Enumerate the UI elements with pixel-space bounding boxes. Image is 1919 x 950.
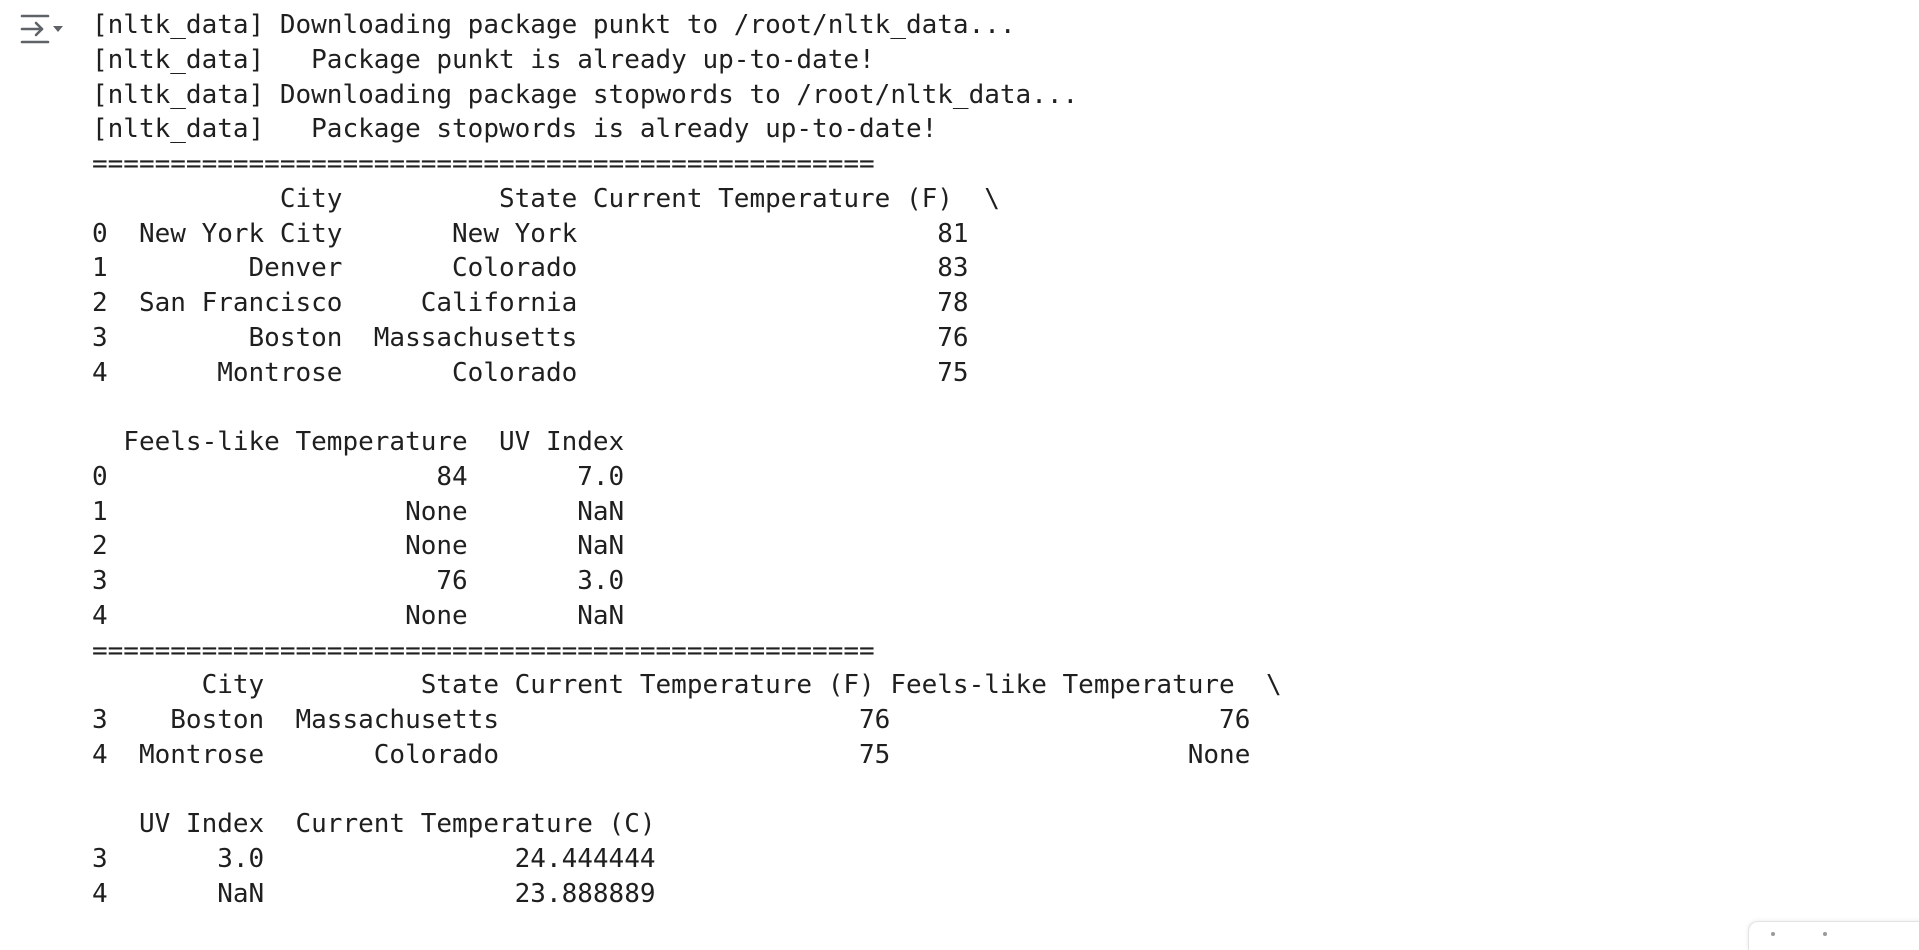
log-line: [nltk_data] Downloading package stopword… [92, 79, 1079, 110]
log-line: [nltk_data] Downloading package punkt to… [92, 10, 1016, 40]
blank-line [92, 773, 1282, 808]
table-header: City State Current Temperature (F) Feels… [92, 670, 1282, 701]
table-row: 3 Boston Massachusetts 76 [92, 322, 969, 353]
table-row: 1 None NaN [92, 496, 625, 527]
separator-line: ========================================… [92, 149, 875, 179]
log-line: [nltk_data] Package stopwords is already… [92, 114, 938, 145]
table-row: 4 None NaN [92, 600, 625, 631]
table-row: 4 Montrose Colorado 75 None [92, 739, 1251, 770]
table-row: 3 76 3.0 [92, 566, 625, 596]
table-row: 1 Denver Colorado 83 [92, 253, 969, 284]
table-row: 4 Montrose Colorado 75 [92, 357, 969, 388]
table-row: 4 NaN 23.888889 [92, 878, 656, 909]
table-header: City State Current Temperature (F) \ [92, 183, 1000, 214]
toolbar-handle-icon [1771, 932, 1775, 936]
table-row: 2 San Francisco California 78 [92, 288, 969, 318]
output-collapse-icon [18, 12, 66, 46]
table-row: 0 84 7.0 [92, 461, 625, 492]
log-line: [nltk_data] Package punkt is already up-… [92, 44, 875, 75]
table-row: 3 3.0 24.444444 [92, 844, 656, 874]
separator-line: ========================================… [92, 635, 875, 666]
blank-line [92, 390, 1282, 425]
table-header: UV Index Current Temperature (C) [92, 809, 656, 840]
table-row: 3 Boston Massachusetts 76 76 [92, 705, 1251, 735]
output-collapse-button[interactable] [18, 12, 66, 46]
cell-toolbar-corner[interactable] [1748, 921, 1919, 950]
table-row: 2 None NaN [92, 531, 625, 562]
table-header: Feels-like Temperature UV Index [92, 427, 625, 457]
output-text: [nltk_data] Downloading package punkt to… [92, 8, 1282, 912]
table-row: 0 New York City New York 81 [92, 218, 969, 249]
